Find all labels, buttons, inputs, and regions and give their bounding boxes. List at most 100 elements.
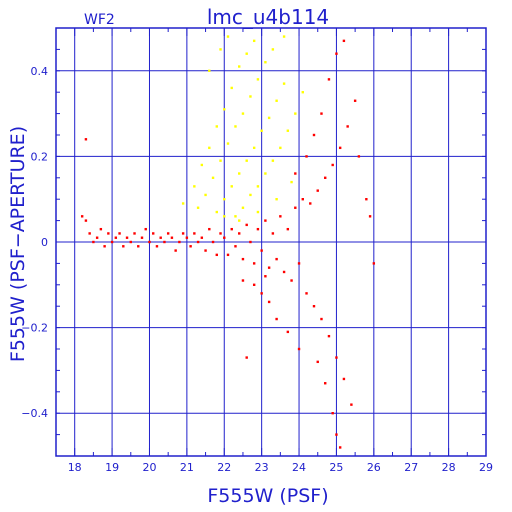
yellow-data-point bbox=[196, 206, 200, 209]
red-data-point bbox=[110, 240, 114, 244]
red-data-point bbox=[200, 236, 204, 239]
red-data-point bbox=[297, 262, 301, 265]
y-tick-label: 0.2 bbox=[31, 150, 49, 163]
yellow-data-point bbox=[260, 129, 263, 132]
x-tick-label: 24 bbox=[292, 461, 306, 474]
red-data-point bbox=[271, 232, 275, 235]
red-data-point bbox=[264, 219, 267, 222]
yellow-data-point bbox=[181, 202, 185, 205]
red-data-point bbox=[252, 262, 256, 265]
red-data-point bbox=[174, 249, 177, 252]
yellow-data-point bbox=[286, 129, 290, 132]
yellow-data-point bbox=[301, 91, 304, 94]
y-tick-label: 0.4 bbox=[31, 65, 49, 78]
red-data-point bbox=[309, 202, 312, 205]
red-data-point bbox=[260, 249, 263, 252]
red-data-point bbox=[335, 433, 338, 436]
yellow-data-point bbox=[256, 210, 260, 214]
red-data-point bbox=[118, 232, 121, 235]
red-data-point bbox=[305, 155, 308, 158]
data-points bbox=[80, 35, 376, 449]
red-data-point bbox=[312, 305, 316, 308]
red-data-point bbox=[103, 245, 106, 248]
x-tick-label: 21 bbox=[180, 461, 194, 474]
red-data-point bbox=[166, 232, 170, 235]
yellow-data-point bbox=[193, 185, 196, 188]
red-data-point bbox=[204, 249, 207, 252]
yellow-data-point bbox=[256, 78, 260, 81]
red-data-point bbox=[144, 227, 147, 231]
red-data-point bbox=[245, 356, 248, 359]
yellow-data-point bbox=[238, 65, 241, 68]
red-data-point bbox=[286, 227, 290, 231]
yellow-data-point bbox=[223, 198, 226, 201]
red-data-point bbox=[279, 215, 282, 218]
yellow-data-point bbox=[238, 219, 241, 222]
red-data-point bbox=[282, 270, 286, 274]
red-data-point bbox=[122, 245, 125, 248]
panel-label: WF2 bbox=[84, 12, 115, 28]
red-data-point bbox=[241, 279, 245, 282]
x-tick-label: 27 bbox=[404, 461, 418, 474]
red-data-point bbox=[335, 52, 338, 55]
x-axis-label: F555W (PSF) bbox=[207, 485, 328, 507]
yellow-data-point bbox=[211, 176, 215, 179]
x-tick-label: 25 bbox=[329, 461, 343, 474]
x-tick-label: 26 bbox=[367, 461, 381, 474]
red-data-point bbox=[155, 245, 159, 248]
red-data-point bbox=[129, 240, 132, 244]
x-tick-label: 23 bbox=[255, 461, 269, 474]
red-data-point bbox=[219, 232, 222, 235]
red-data-point bbox=[290, 279, 293, 282]
red-data-point bbox=[316, 189, 319, 192]
yellow-data-point bbox=[226, 35, 230, 38]
yellow-data-point bbox=[252, 39, 256, 43]
yellow-data-point bbox=[294, 112, 297, 115]
yellow-data-point bbox=[219, 48, 222, 51]
yellow-data-point bbox=[230, 185, 233, 188]
x-tick-label: 19 bbox=[105, 461, 119, 474]
red-data-point bbox=[320, 317, 323, 321]
red-data-point bbox=[185, 236, 189, 239]
red-data-point bbox=[196, 240, 200, 244]
x-tick-label: 29 bbox=[479, 461, 493, 474]
tick-marks bbox=[55, 27, 487, 457]
x-tick-label: 18 bbox=[68, 461, 82, 474]
red-data-point bbox=[335, 356, 338, 359]
red-data-point bbox=[267, 266, 271, 269]
red-data-point bbox=[241, 257, 245, 261]
red-data-point bbox=[84, 138, 88, 141]
red-data-point bbox=[223, 236, 226, 239]
red-data-point bbox=[84, 219, 88, 222]
red-data-point bbox=[238, 232, 241, 235]
red-data-point bbox=[331, 412, 334, 415]
red-data-point bbox=[88, 232, 91, 235]
red-data-point bbox=[342, 39, 346, 43]
yellow-data-point bbox=[204, 193, 207, 197]
red-data-point bbox=[181, 232, 185, 235]
yellow-data-point bbox=[223, 108, 226, 111]
yellow-data-point bbox=[267, 116, 271, 120]
yellow-data-point bbox=[241, 206, 245, 209]
tick-labels: 18 19 20 21 22 23 24 25 26 27 28 29 −0.4 −0.2 0 0.2 0.4 bbox=[21, 65, 493, 474]
yellow-data-point bbox=[223, 215, 226, 218]
red-data-point bbox=[324, 176, 327, 179]
red-data-point bbox=[107, 232, 110, 235]
red-data-point bbox=[324, 382, 327, 385]
red-data-point bbox=[338, 446, 342, 449]
red-data-point bbox=[357, 155, 361, 158]
red-data-point bbox=[316, 360, 319, 364]
yellow-data-point bbox=[282, 35, 286, 38]
red-data-point bbox=[297, 347, 301, 351]
red-data-point bbox=[327, 78, 331, 81]
red-data-point bbox=[294, 206, 297, 209]
yellow-data-point bbox=[245, 159, 248, 162]
red-data-point bbox=[189, 245, 192, 248]
red-data-point bbox=[163, 240, 166, 244]
x-tick-label: 28 bbox=[442, 461, 456, 474]
red-data-point bbox=[372, 262, 376, 265]
yellow-data-point bbox=[271, 48, 275, 51]
yellow-data-point bbox=[275, 198, 278, 201]
yellow-data-point bbox=[264, 61, 267, 64]
red-data-point bbox=[170, 236, 174, 239]
